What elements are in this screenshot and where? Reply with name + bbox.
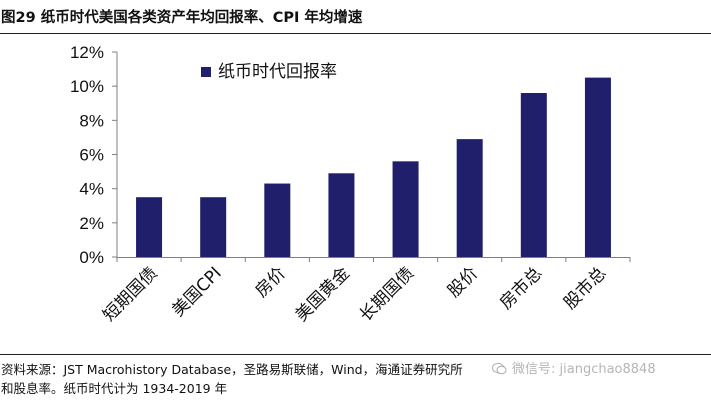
watermark: 微信号: jiangchao8848 — [512, 362, 656, 377]
x-tick-label: 股价 — [444, 263, 482, 301]
legend-label: 纸币时代回报率 — [218, 62, 337, 82]
y-tick-label: 10% — [70, 77, 104, 96]
source-line-1: 资料来源：JST Macrohistory Database，圣路易斯联储，Wi… — [1, 362, 463, 377]
wechat-icon — [492, 362, 507, 375]
legend-swatch — [201, 67, 211, 77]
y-tick-label: 12% — [70, 43, 104, 62]
bar — [200, 197, 227, 257]
x-tick-label: 美国CPI — [168, 263, 225, 320]
x-tick-label: 房市总 — [496, 263, 546, 313]
bar — [328, 173, 355, 257]
bar — [520, 93, 547, 257]
y-tick-label: 6% — [79, 146, 104, 165]
bar-chart: 0% 2% 4% 6% 8% 10% 12% 短期国债 美国CPI 房价 美国黄金 长期国债 股价 房市总… — [70, 43, 631, 326]
source-line-2: 和股息率。纸币时代计为 1934-2019 年 — [1, 381, 228, 396]
title-divider — [0, 33, 711, 34]
bar — [584, 77, 611, 257]
footer-divider — [0, 354, 711, 355]
x-tick-label: 房价 — [252, 263, 290, 301]
x-tick-label: 美国黄金 — [292, 263, 354, 325]
y-tick-label: 8% — [79, 111, 104, 130]
bar — [264, 183, 291, 257]
source-note: 资料来源：JST Macrohistory Database，圣路易斯联储，Wi… — [1, 360, 701, 398]
y-tick-label: 4% — [79, 180, 104, 199]
chart-title: 图29 纸币时代美国各类资产年均回报率、CPI 年均增速 — [1, 10, 363, 26]
x-tick-label: 短期国债 — [99, 263, 161, 325]
y-tick-label: 0% — [79, 248, 104, 267]
x-tick-label: 长期国债 — [356, 263, 418, 325]
bar — [136, 197, 163, 257]
bar — [392, 161, 419, 257]
bar — [456, 139, 483, 257]
x-tick-label: 股市总 — [560, 263, 610, 313]
y-tick-label: 2% — [79, 214, 104, 233]
